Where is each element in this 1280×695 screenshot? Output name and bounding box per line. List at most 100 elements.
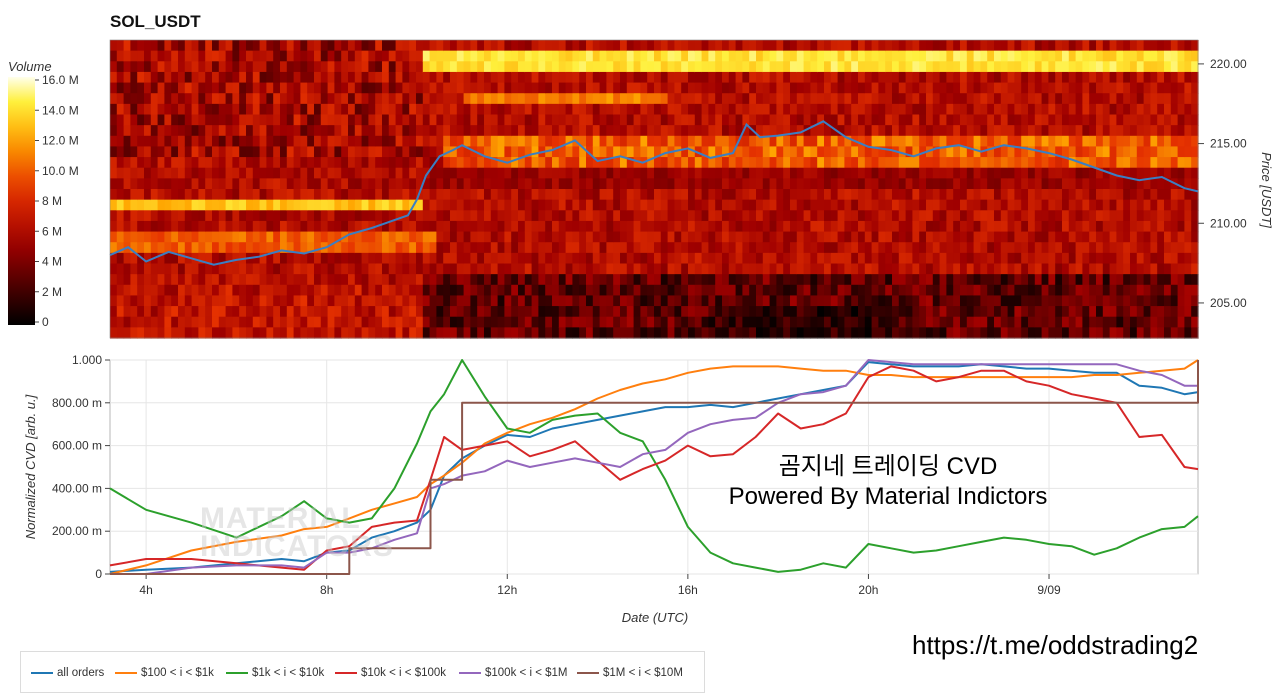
heatmap-cell [742, 252, 750, 265]
heatmap-cell [783, 61, 791, 73]
heatmap-cell [620, 199, 628, 211]
cvd-ytick-label: 400.00 m [52, 481, 102, 495]
heatmap-cell [1130, 114, 1138, 126]
heatmap-cell [1075, 220, 1083, 233]
heatmap-cell [681, 316, 689, 328]
heatmap-cell [572, 71, 580, 84]
heatmap-cell [232, 263, 240, 275]
heatmap-cell [994, 189, 1002, 201]
heatmap-cell [232, 167, 240, 179]
heatmap-cell [769, 306, 777, 318]
heatmap-cell [824, 242, 832, 254]
heatmap-cell [892, 157, 900, 169]
heatmap-cell [348, 167, 356, 179]
heatmap-cell [293, 50, 301, 62]
heatmap-cell [456, 199, 465, 211]
heatmap-cell [688, 93, 696, 105]
heatmap-cell [212, 157, 220, 169]
heatmap-cell [1177, 199, 1185, 211]
heatmap-cell [871, 157, 879, 169]
legend-item-1k-10k[interactable]: $1k < i < $10k [226, 667, 324, 679]
heatmap-cell [830, 306, 839, 318]
heatmap-cell [130, 167, 138, 179]
heatmap-cell [613, 189, 621, 201]
heatmap-cell [1075, 61, 1083, 73]
heatmap-cell [898, 103, 907, 116]
heatmap-cell [606, 114, 614, 126]
heatmap-cell [606, 189, 614, 201]
colorbar-tick-label: 8 M [42, 194, 62, 208]
heatmap-cell [1164, 93, 1172, 105]
heatmap-cell [497, 178, 505, 190]
heatmap-cell [980, 82, 988, 94]
heatmap-cell [416, 178, 424, 190]
heatmap-cell [1096, 306, 1104, 318]
heatmap-cell [1075, 242, 1083, 254]
heatmap-cell [558, 82, 567, 94]
legend-item-1m-10m[interactable]: $1M < i < $10M [577, 667, 683, 679]
heatmap-cell [1150, 103, 1158, 116]
heatmap-cell [626, 252, 635, 265]
heatmap-cell [803, 263, 811, 275]
heatmap-cell [803, 135, 811, 148]
legend-item-10k-100k[interactable]: $10k < i < $100k [335, 667, 446, 679]
heatmap-cell [599, 306, 607, 318]
heatmap-cell [844, 157, 852, 169]
heatmap-cell [708, 103, 716, 116]
heatmap-cell [912, 71, 920, 84]
heatmap-cell [830, 135, 839, 148]
heatmap-cell [640, 263, 648, 275]
heatmap-cell [558, 146, 567, 158]
heatmap-cell [688, 167, 696, 179]
heatmap-cell [280, 157, 288, 169]
heatmap-cell [905, 125, 913, 137]
heatmap-cell [898, 306, 907, 318]
heatmap-cell [824, 167, 832, 179]
heatmap-cell [178, 103, 186, 116]
heatmap-cell [878, 274, 886, 286]
heatmap-cell [1177, 157, 1185, 169]
heatmap-cell [314, 295, 322, 307]
heatmap-cell [1143, 135, 1151, 148]
heatmap-cell [708, 157, 716, 169]
heatmap-cell [844, 210, 852, 222]
legend-item-100-1k[interactable]: $100 < i < $1k [115, 667, 214, 679]
legend-item-all-orders[interactable]: all orders [31, 667, 104, 679]
heatmap-cell [1109, 61, 1117, 73]
heatmap-cell [756, 103, 764, 116]
heatmap-cell [796, 93, 805, 105]
heatmap-cell [565, 135, 573, 148]
heatmap-cell [348, 263, 356, 275]
heatmap-cell [266, 199, 274, 211]
heatmap-cell [484, 199, 492, 211]
heatmap-cell [1048, 82, 1056, 94]
heatmap-cell [1096, 242, 1104, 254]
heatmap-cell [218, 199, 227, 211]
heatmap-cell [871, 327, 879, 339]
heatmap-cell [266, 274, 274, 286]
heatmap-cell [558, 178, 567, 190]
heatmap-cell [613, 61, 621, 73]
heatmap-cell [144, 71, 152, 84]
heatmap-cell [300, 125, 308, 137]
heatmap-cell [300, 114, 308, 126]
heatmap-cell [749, 50, 757, 62]
heatmap-cell [484, 263, 492, 275]
heatmap-cell [470, 210, 478, 222]
heatmap-cell [803, 284, 811, 297]
heatmap-cell [184, 82, 193, 94]
heatmap-cell [728, 71, 737, 84]
heatmap-cell [926, 146, 934, 158]
heatmap-cell [776, 103, 784, 116]
heatmap-cell [266, 82, 274, 94]
heatmap-cell [1021, 210, 1029, 222]
heatmap-cell [966, 220, 975, 233]
heatmap-cell [286, 40, 295, 52]
heatmap-cell [198, 103, 206, 116]
heatmap-cell [1041, 114, 1049, 126]
legend-item-100k-1m[interactable]: $100k < i < $1M [459, 667, 567, 679]
heatmap-cell [239, 50, 247, 62]
heatmap-cell [388, 274, 397, 286]
telegram-link[interactable]: https://t.me/oddstrading2 [912, 630, 1199, 660]
heatmap-cell [1123, 146, 1131, 158]
